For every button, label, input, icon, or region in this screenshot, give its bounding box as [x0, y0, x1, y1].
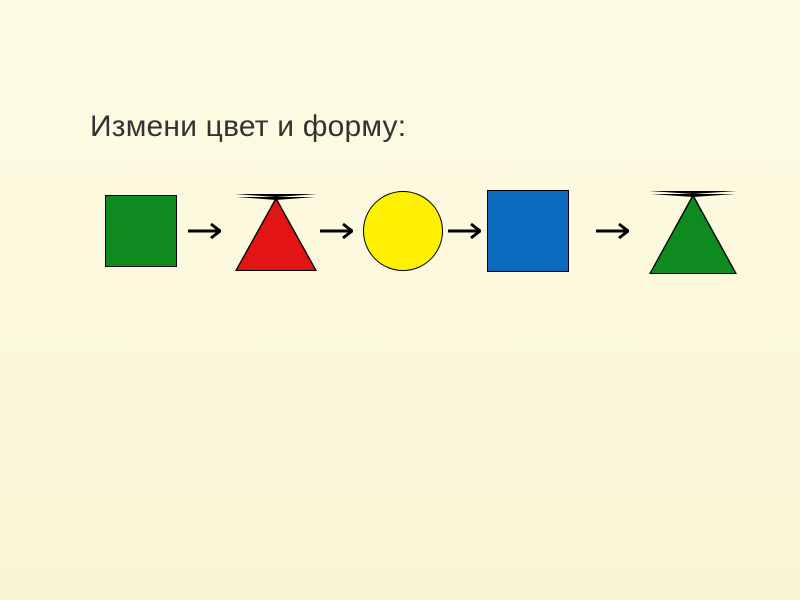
square-shape [105, 195, 177, 267]
arrow-icon [319, 221, 353, 241]
triangle-shape [235, 194, 317, 268]
triangle-shape [649, 191, 737, 271]
arrow-icon [187, 221, 221, 241]
instruction-title: Измени цвет и форму: [90, 110, 406, 144]
square-shape [487, 190, 569, 272]
shapes-sequence [105, 190, 737, 272]
arrow-icon [595, 221, 629, 241]
arrow-icon [447, 221, 481, 241]
circle-shape [363, 191, 443, 271]
